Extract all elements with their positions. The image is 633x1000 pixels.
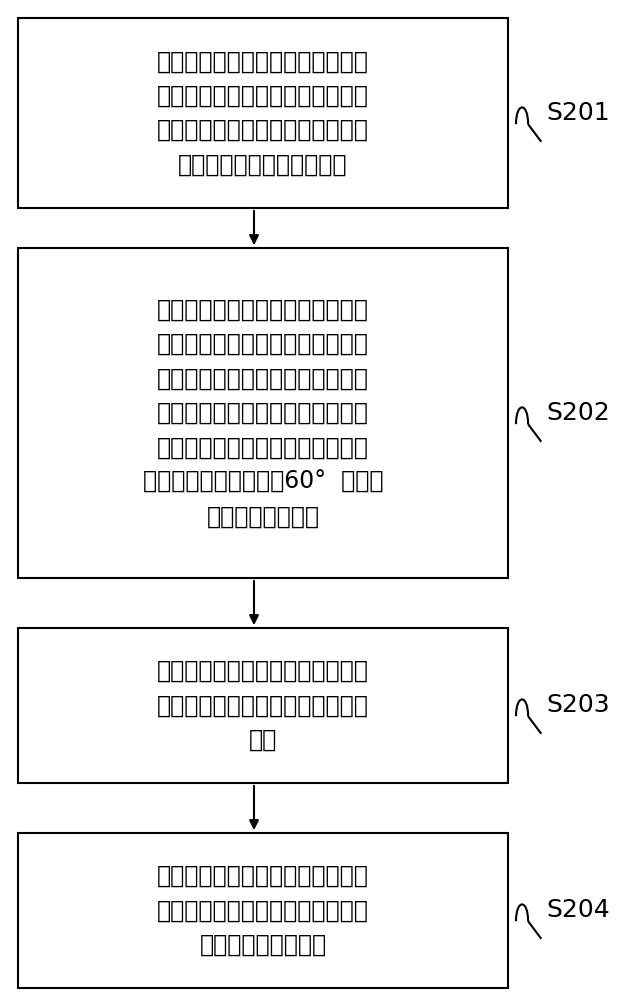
Text: S202: S202 [546,401,610,425]
Text: S201: S201 [546,101,610,125]
Bar [18,628,508,783]
Text: 根据所述当前位置信息以及所述无
刷直流电机的三相电压和电流构建
滑模观测器状态空间，并生成电机
数学模型，所述电机数学模型根据
检测到的反电动势信号生成换向控
: 根据所述当前位置信息以及所述无 刷直流电机的三相电压和电流构建 滑模观测器状态空… [143,298,383,528]
Bar [18,18,508,208]
Text: S204: S204 [546,898,610,922]
Text: S203: S203 [546,693,610,717]
Text: 根据所述滑模观测器输出的换向控
制信号驱动所述无刷直流电机进行
旋转: 根据所述滑模观测器输出的换向控 制信号驱动所述无刷直流电机进行 旋转 [157,659,369,752]
Bar [18,248,508,578]
Bar [18,833,508,988]
Text: 在所述转子进行换向时，将根据所
述换向控制信号确定的转子换向位
置，向用户进行显示: 在所述转子进行换向时，将根据所 述换向控制信号确定的转子换向位 置，向用户进行显… [157,864,369,957]
Text: 为无刷直流电机的定子绕组施加预
设的换向电压，以使处于静止状态
的无刷直流电机的转子启动，并获
取所述转子的当前位置信息: 为无刷直流电机的定子绕组施加预 设的换向电压，以使处于静止状态 的无刷直流电机的… [157,49,369,177]
